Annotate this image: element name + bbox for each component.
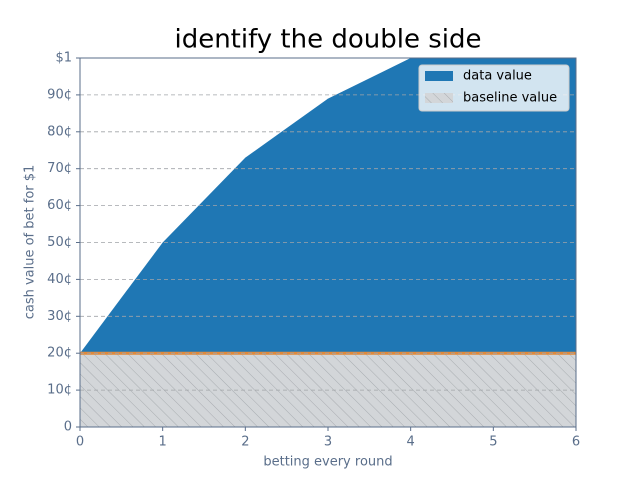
legend: data value baseline value bbox=[418, 64, 570, 112]
y-tick-label: $1 bbox=[55, 51, 72, 66]
x-tick-label: 1 bbox=[159, 435, 167, 450]
y-tick-label: 50¢ bbox=[47, 235, 72, 250]
overlay: 0 10¢ 20¢ 30¢ 40¢ 50¢ 60¢ 70¢ 80¢ 90¢ $1 0 1 2 3 4 5 6 dat… bbox=[47, 51, 580, 450]
x-tick-label: 0 bbox=[76, 435, 84, 450]
legend-swatch bbox=[425, 93, 453, 103]
y-tick-label: 10¢ bbox=[47, 383, 72, 398]
legend-swatch bbox=[425, 71, 453, 81]
legend-label: baseline value bbox=[463, 91, 557, 106]
y-tick-label: 90¢ bbox=[47, 87, 72, 102]
legend-label: data value bbox=[463, 69, 532, 84]
axes-frame bbox=[79, 57, 577, 428]
y-tick-label: 20¢ bbox=[47, 346, 72, 361]
y-tick-label: 0 bbox=[64, 420, 72, 435]
y-tick-label: 80¢ bbox=[47, 124, 72, 139]
x-tick-label: 3 bbox=[324, 435, 332, 450]
legend-box bbox=[418, 64, 570, 112]
x-tick-label: 2 bbox=[241, 435, 249, 450]
x-tick-label: 4 bbox=[407, 435, 415, 450]
x-tick-label: 6 bbox=[572, 435, 580, 450]
chart-title: identify the double side bbox=[174, 25, 481, 55]
x-axis-label: betting every round bbox=[263, 455, 392, 470]
y-tick-label: 40¢ bbox=[47, 272, 72, 287]
y-tick-label: 70¢ bbox=[47, 161, 72, 176]
x-tick-label: 5 bbox=[489, 435, 497, 450]
y-tick-label: 30¢ bbox=[47, 309, 72, 324]
y-axis-label: cash value of bet for $1 bbox=[23, 165, 38, 320]
y-tick-label: 60¢ bbox=[47, 198, 72, 213]
